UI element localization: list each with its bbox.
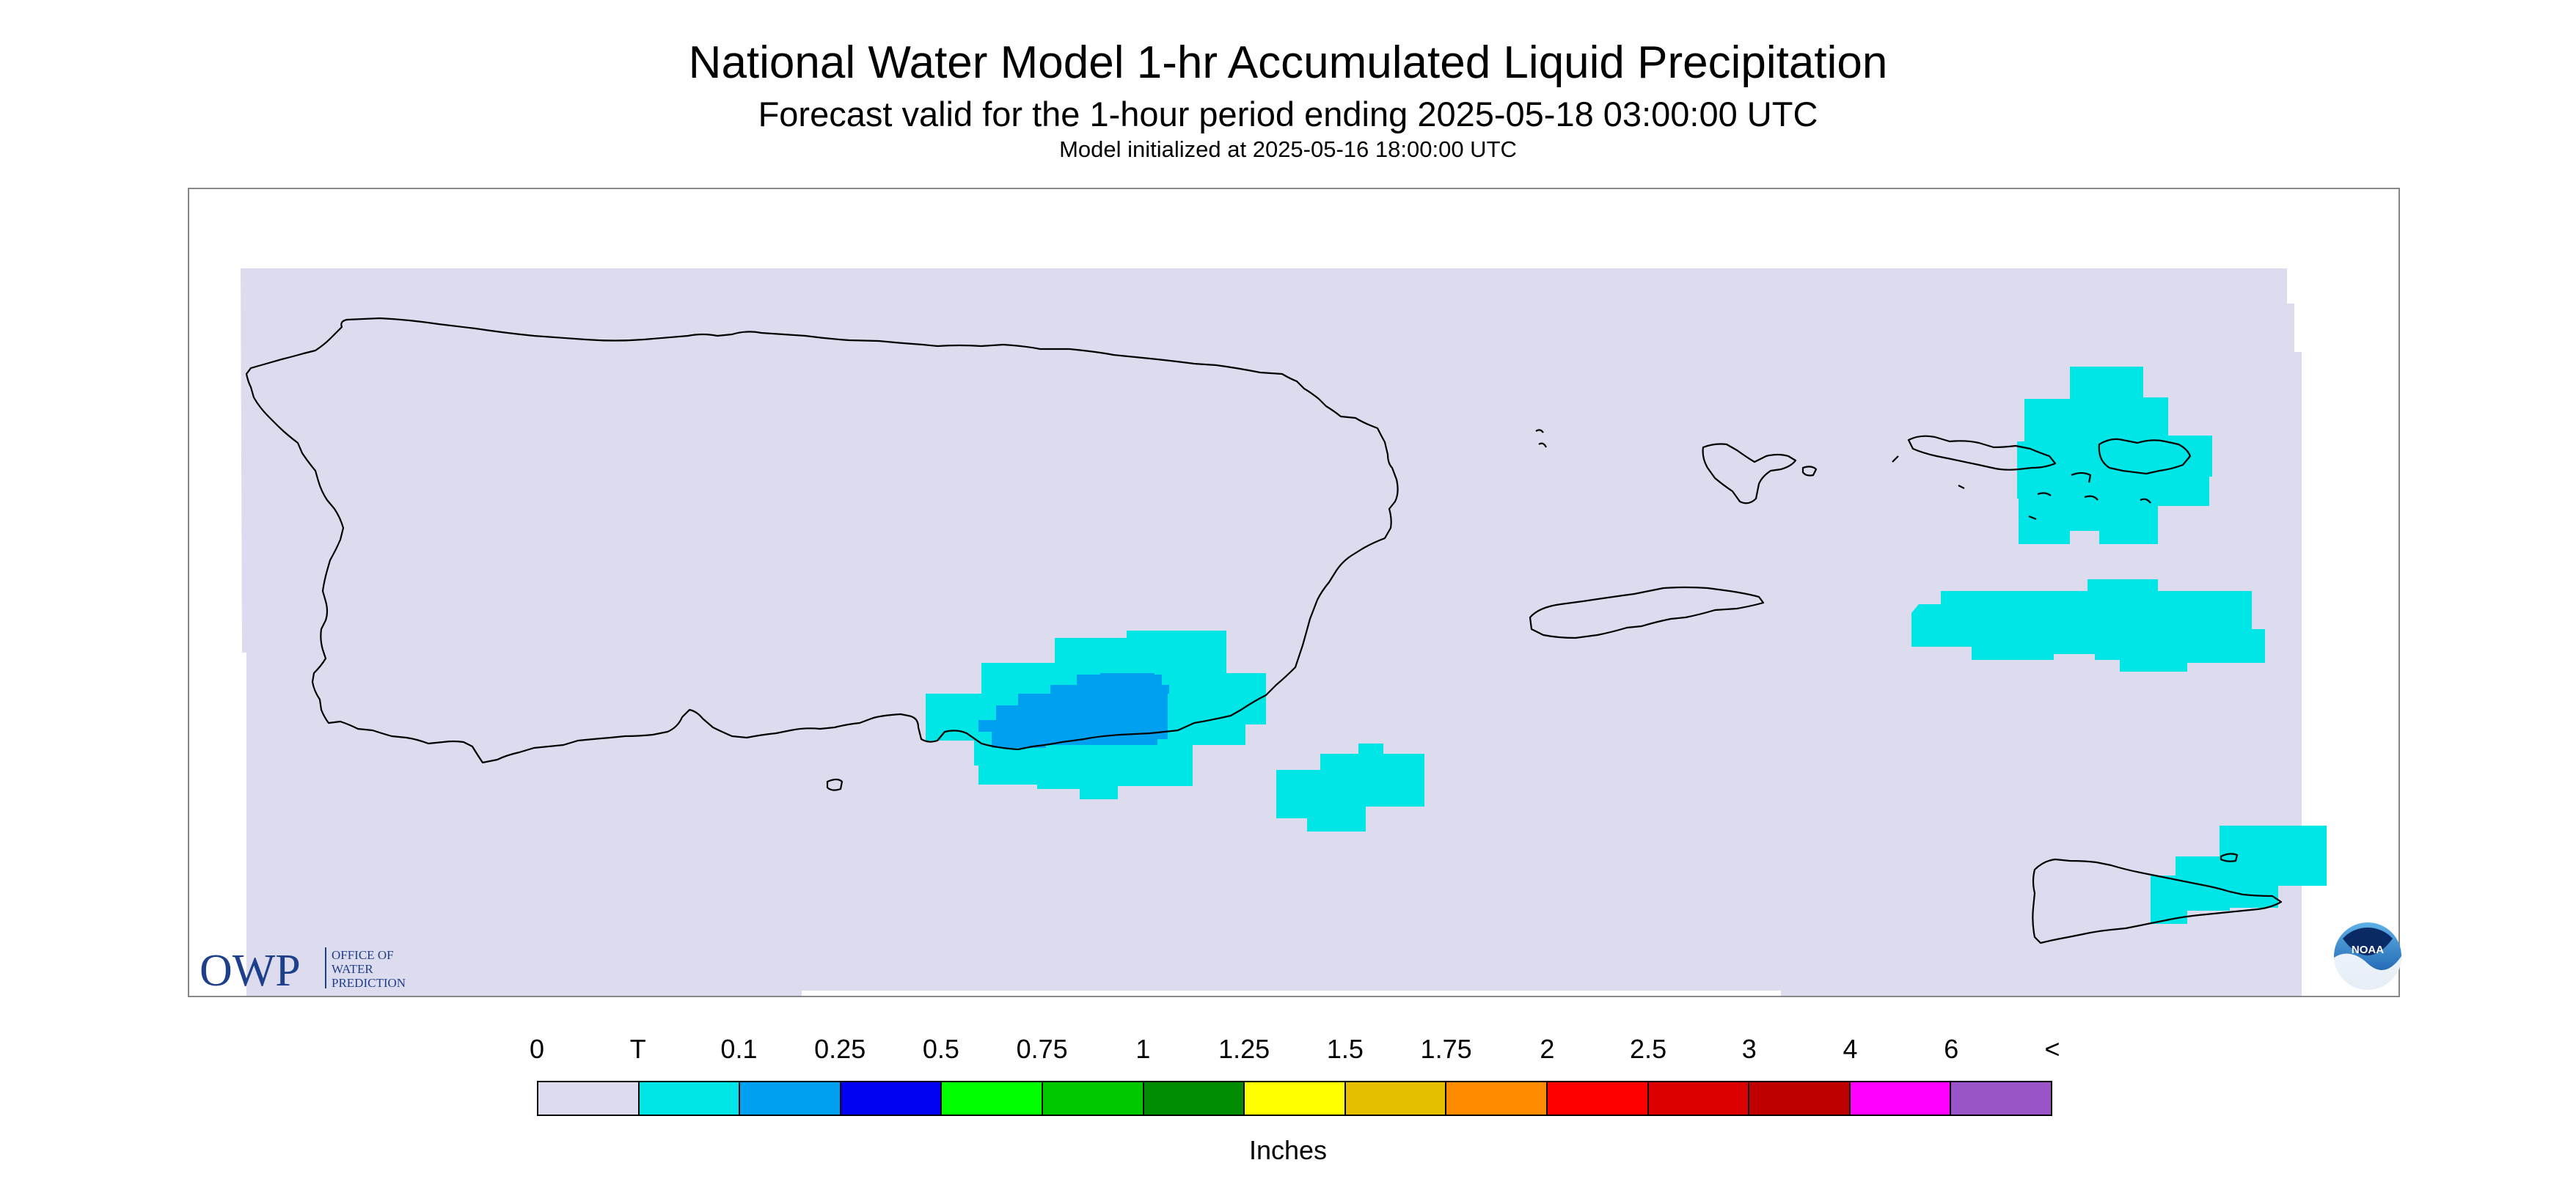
colorbar-tick-label: 1.25 <box>1218 1034 1270 1064</box>
colorbar-swatch <box>538 1082 640 1115</box>
precip-area-east-st-croix <box>2151 826 2327 924</box>
colorbar-swatch <box>1547 1082 1649 1115</box>
colorbar-tick-label: 2 <box>1540 1034 1555 1064</box>
colorbar-swatch <box>639 1082 741 1115</box>
colorbar-tick-label: 6 <box>1944 1034 1959 1064</box>
owp-logo-mark: OWP <box>200 946 301 993</box>
colorbar-labels: 0 T 0.1 0.25 0.5 0.75 1 1.25 1.5 1.75 2 2.5 3 4 6 < <box>0 1034 2576 1071</box>
colorbar-tick-label: T <box>629 1034 646 1064</box>
colorbar-tick-label: 4 <box>1843 1034 1858 1064</box>
culebra-coastline <box>1702 443 1797 504</box>
colorbar-tick-label: 1.75 <box>1420 1034 1472 1064</box>
st-croix-coastline <box>2032 858 2283 944</box>
cays-coastline <box>1892 455 2151 521</box>
colorbar <box>537 1081 2052 1116</box>
st-thomas-coastline <box>1907 435 2057 471</box>
colorbar-swatch <box>1951 1082 2051 1115</box>
precip-area-0-1-class <box>978 673 1169 748</box>
colorbar-swatch <box>1749 1082 1851 1115</box>
colorbar-swatch <box>1345 1082 1447 1115</box>
colorbar-swatch <box>841 1082 943 1115</box>
colorbar-tick-label: 1.5 <box>1326 1034 1364 1064</box>
owp-logo-line-3: PREDICTION <box>332 976 406 990</box>
colorbar-swatch <box>1648 1082 1750 1115</box>
model-domain <box>241 268 2302 996</box>
colorbar-tick-label: < <box>2044 1034 2060 1064</box>
colorbar-swatch <box>1245 1082 1346 1115</box>
colorbar-swatch <box>1042 1082 1144 1115</box>
puerto-rico-coastline <box>245 317 1399 764</box>
precip-area-offshore-southeast <box>1276 744 1424 832</box>
colorbar-swatch <box>1446 1082 1548 1115</box>
map-title: National Water Model 1-hr Accumulated Li… <box>688 37 1888 88</box>
map-subtitle: Forecast valid for the 1-hour period end… <box>758 95 1818 133</box>
colorbar-tick-label: 0 <box>529 1034 545 1064</box>
colorbar-units-label: Inches <box>1248 1135 1328 1165</box>
culebrita-coastline <box>1801 466 1818 477</box>
owp-logo: OWP OFFICE OF WATER PREDICTION <box>200 946 406 993</box>
caja-de-muertos-coastline <box>826 778 844 791</box>
owp-logo-line-1: OFFICE OF <box>332 948 394 962</box>
vieques-coastline <box>1529 586 1765 639</box>
map-panel <box>188 188 2400 997</box>
colorbar-swatch <box>740 1082 841 1115</box>
colorbar-tick-label: 0.75 <box>1016 1034 1068 1064</box>
owp-logo-line-2: WATER <box>332 962 373 976</box>
noaa-logo-text: NOAA <box>2352 944 2384 956</box>
st-john-coastline <box>2098 438 2192 475</box>
colorbar-swatch <box>1850 1082 1952 1115</box>
colorbar-tick-label: 0.25 <box>814 1034 866 1064</box>
coastlines <box>245 317 2283 944</box>
colorbar-tick-label: 0.5 <box>922 1034 959 1064</box>
colorbar-tick-label: 0.1 <box>720 1034 758 1064</box>
precip-area-north-of-st-croix <box>1911 579 2265 672</box>
colorbar-swatch <box>942 1082 1043 1115</box>
colorbar-tick-label: 3 <box>1741 1034 1757 1064</box>
colorbar-tick-label: 2.5 <box>1630 1034 1667 1064</box>
model-init-line: Model initialized at 2025-05-16 18:00:00… <box>1059 136 1517 162</box>
colorbar-swatch <box>1144 1082 1245 1115</box>
colorbar-tick-label: 1 <box>1135 1034 1151 1064</box>
noaa-logo: NOAA <box>2334 922 2402 991</box>
small-islets-coastline <box>1535 429 1965 489</box>
precip-area-st-thomas-st-john <box>2017 367 2212 544</box>
map-canvas <box>241 268 2327 996</box>
buck-island-coastline <box>2220 853 2239 862</box>
